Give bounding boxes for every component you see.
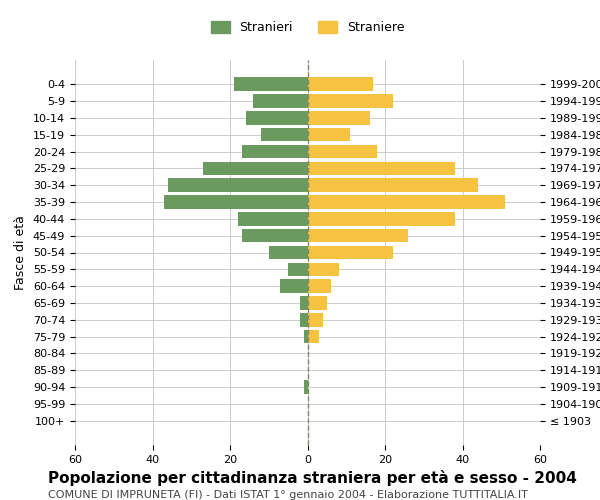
- Bar: [234, 78, 308, 91]
- Bar: [300, 296, 308, 310]
- Bar: [164, 196, 308, 209]
- Bar: [308, 280, 331, 293]
- Bar: [308, 111, 370, 124]
- Bar: [269, 246, 308, 259]
- Bar: [168, 178, 308, 192]
- Bar: [308, 313, 323, 326]
- Bar: [308, 296, 327, 310]
- Y-axis label: Fasce di età: Fasce di età: [14, 215, 28, 290]
- Bar: [308, 145, 377, 158]
- Bar: [308, 229, 408, 242]
- Bar: [308, 212, 455, 226]
- Bar: [238, 212, 308, 226]
- Bar: [242, 229, 308, 242]
- Bar: [308, 78, 373, 91]
- Bar: [253, 94, 308, 108]
- Bar: [308, 262, 338, 276]
- Bar: [308, 246, 393, 259]
- Bar: [288, 262, 308, 276]
- Bar: [242, 145, 308, 158]
- Bar: [203, 162, 308, 175]
- Bar: [308, 128, 350, 141]
- Bar: [308, 196, 505, 209]
- Legend: Stranieri, Straniere: Stranieri, Straniere: [206, 16, 409, 39]
- Bar: [300, 313, 308, 326]
- Bar: [308, 94, 393, 108]
- Bar: [308, 162, 455, 175]
- Bar: [304, 330, 308, 344]
- Bar: [308, 178, 478, 192]
- Text: Popolazione per cittadinanza straniera per età e sesso - 2004: Popolazione per cittadinanza straniera p…: [48, 470, 577, 486]
- Bar: [280, 280, 308, 293]
- Bar: [308, 330, 319, 344]
- Bar: [261, 128, 308, 141]
- Text: COMUNE DI IMPRUNETA (FI) - Dati ISTAT 1° gennaio 2004 - Elaborazione TUTTITALIA.: COMUNE DI IMPRUNETA (FI) - Dati ISTAT 1°…: [48, 490, 528, 500]
- Bar: [245, 111, 308, 124]
- Bar: [304, 380, 308, 394]
